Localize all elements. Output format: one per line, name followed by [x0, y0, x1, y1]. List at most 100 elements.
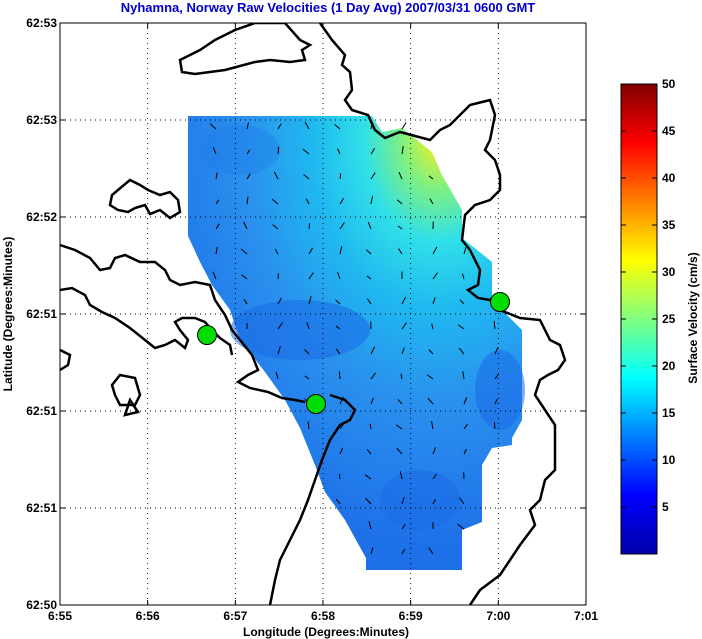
velocity-vector	[401, 548, 406, 555]
velocity-vector	[304, 121, 310, 130]
velocity-vector	[370, 147, 376, 155]
velocity-vector	[368, 521, 372, 530]
velocity-vector	[396, 447, 403, 455]
velocity-vector	[335, 325, 341, 330]
velocity-patch	[475, 350, 525, 430]
colorbar-tick-label: 10	[662, 453, 676, 467]
velocity-vector	[461, 273, 465, 280]
velocity-vector	[274, 248, 279, 255]
velocity-vectors	[209, 121, 499, 555]
colorbar-tick-label: 25	[662, 312, 676, 326]
radar-site-marker	[306, 394, 326, 414]
velocity-vector	[243, 298, 248, 305]
colorbar-tick-label: 35	[662, 218, 676, 232]
colorbar: 5 10 15 20 25 30 35 40 45 50 Surface Velocity (cm…	[620, 77, 700, 555]
velocity-vector	[426, 374, 434, 380]
radar-sites	[197, 292, 510, 414]
velocity-vector	[397, 399, 403, 405]
velocity-vector	[246, 149, 251, 155]
velocity-vector	[246, 173, 251, 180]
velocity-vector	[463, 423, 468, 430]
velocity-vector	[367, 221, 372, 230]
x-tick-label: 7:01	[574, 609, 598, 623]
velocity-vector	[370, 196, 374, 205]
velocity-vector	[494, 347, 499, 355]
velocity-vector	[339, 173, 342, 180]
velocity-vector	[370, 123, 373, 130]
colorbar-tick-label: 50	[662, 77, 676, 91]
x-tick-label: 6:55	[48, 609, 72, 623]
velocity-vector	[215, 223, 220, 230]
y-axis-label: Latitude (Degrees:Minutes)	[1, 237, 15, 392]
velocity-vector	[337, 271, 341, 280]
velocity-vector	[308, 247, 313, 255]
velocity-vector	[429, 198, 434, 205]
velocity-vector	[307, 421, 310, 430]
velocity-vector	[463, 247, 467, 255]
velocity-vector	[401, 347, 405, 355]
radar-site-marker	[490, 292, 510, 312]
velocity-vector	[397, 225, 403, 230]
x-tick-label: 6:59	[399, 609, 423, 623]
velocity-vector	[428, 547, 434, 555]
velocity-vector	[400, 373, 403, 380]
velocity-vector	[246, 122, 249, 130]
velocity-vector	[370, 172, 376, 180]
velocity-vector	[334, 123, 341, 130]
velocity-vector	[339, 197, 345, 205]
velocity-vector	[337, 148, 341, 155]
velocity-vector	[463, 397, 468, 405]
colorbar-tick-label: 5	[662, 500, 669, 514]
velocity-vector	[493, 422, 496, 430]
velocity-patch	[380, 470, 460, 530]
y-tick-label: 62:53	[26, 16, 57, 30]
x-tick-label: 7:00	[486, 609, 510, 623]
velocity-vector	[401, 146, 404, 155]
velocity-vector	[335, 348, 341, 355]
velocity-vector	[427, 397, 434, 405]
velocity-vector	[364, 474, 372, 480]
velocity-vector	[457, 523, 465, 530]
velocity-vector	[308, 223, 311, 230]
y-tick-label: 62:50	[26, 598, 57, 612]
velocity-patch	[200, 125, 280, 175]
chart-title: Nyhamna, Norway Raw Velocities (1 Day Av…	[121, 0, 536, 15]
x-tick-label: 6:56	[136, 609, 160, 623]
velocity-vector	[338, 473, 341, 480]
velocity-vector	[306, 321, 310, 330]
velocity-vector	[215, 172, 218, 180]
velocity-vector	[463, 448, 467, 455]
velocity-vector	[370, 372, 376, 380]
velocity-vector	[277, 123, 282, 130]
velocity-vector	[304, 375, 310, 380]
velocity-vector	[432, 272, 438, 280]
velocity-vector	[396, 199, 403, 205]
y-tick-label: 62:51	[26, 501, 57, 515]
velocity-vector	[493, 321, 496, 330]
velocity-vector	[335, 299, 341, 305]
velocity-vector	[273, 171, 279, 180]
velocity-vector	[275, 371, 279, 380]
velocity-vector	[370, 547, 374, 555]
velocity-vector	[365, 249, 372, 255]
colorbar-tick-label: 20	[662, 359, 676, 373]
velocity-vector	[401, 497, 405, 505]
velocity-vector	[339, 246, 343, 255]
velocity-vector	[277, 297, 282, 305]
velocity-vector	[303, 174, 310, 180]
colorbar-tick-label: 15	[662, 406, 676, 420]
colorbar-label: Surface Velocity (cm/s)	[686, 252, 700, 383]
radar-site-marker	[197, 325, 217, 345]
velocity-vector	[305, 198, 310, 205]
velocity-vector	[395, 424, 403, 430]
velocity-vector	[277, 346, 281, 355]
velocity-vector	[335, 498, 341, 505]
velocity-vector	[212, 271, 217, 280]
velocity-vector	[308, 272, 314, 280]
velocity-vector	[432, 498, 436, 505]
velocity-vector	[271, 198, 279, 205]
velocity-vector	[365, 497, 372, 505]
velocity-vector	[308, 296, 312, 305]
velocity-vector	[459, 497, 465, 505]
